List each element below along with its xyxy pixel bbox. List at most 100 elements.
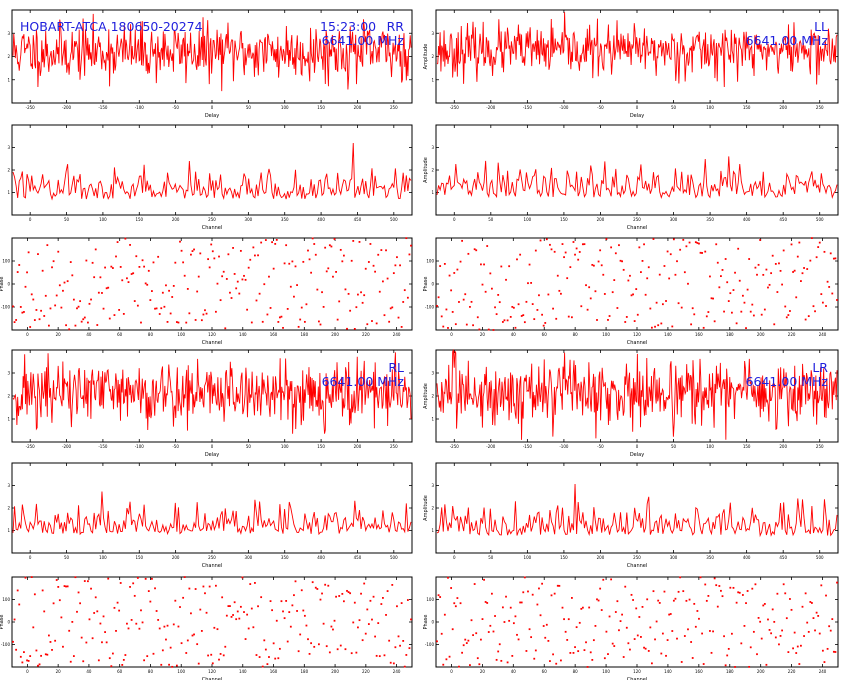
scatter-point — [624, 585, 627, 588]
scatter-point — [476, 657, 479, 660]
scatter-point — [408, 253, 411, 256]
scatter-point — [469, 305, 471, 308]
scatter-point — [575, 247, 578, 250]
scatter-point — [296, 610, 298, 612]
scatter-point — [165, 638, 167, 641]
x-tick-label: 350 — [706, 555, 714, 560]
scatter-point — [311, 237, 314, 240]
x-tick-label: 0 — [450, 669, 453, 674]
scatter-point — [823, 661, 826, 663]
scatter-point — [727, 300, 730, 302]
scatter-point — [550, 248, 553, 251]
scatter-point — [782, 583, 785, 586]
scatter-point — [556, 584, 559, 587]
scatter-point — [454, 605, 457, 608]
scatter-point — [558, 584, 561, 587]
scatter-point — [338, 300, 341, 303]
scatter-point — [759, 620, 762, 623]
scatter-point — [661, 632, 664, 635]
scatter-point — [163, 305, 166, 308]
scatter-point — [608, 615, 611, 618]
x-tick-label: 150 — [317, 444, 325, 449]
scatter-point — [465, 642, 468, 644]
scatter-point — [213, 257, 216, 260]
scatter-point — [119, 582, 122, 584]
scatter-point — [110, 665, 113, 668]
scatter-point — [740, 310, 743, 313]
scatter-point — [160, 307, 163, 310]
x-tick-label: -50 — [597, 105, 604, 110]
x-axis-label: Delay — [630, 113, 644, 119]
scatter-point — [578, 621, 581, 624]
scatter-point — [293, 295, 295, 298]
scatter-point — [391, 584, 394, 586]
scatter-point — [564, 630, 567, 633]
scatter-point — [497, 294, 500, 296]
scatter-point — [244, 278, 247, 281]
scatter-point — [599, 587, 602, 590]
scatter-point — [660, 322, 663, 325]
scatter-point — [793, 631, 796, 634]
scatter-point — [372, 264, 375, 267]
scatter-point — [500, 265, 503, 268]
scatter-point — [480, 263, 482, 266]
scatter-point — [158, 313, 161, 315]
scatter-point — [767, 618, 769, 621]
scatter-point — [654, 638, 656, 641]
scatter-point — [834, 257, 837, 260]
scatter-point — [186, 288, 189, 290]
scatter-point — [321, 592, 323, 595]
scatter-point — [63, 281, 66, 284]
scatter-point — [377, 253, 380, 256]
scatter-point — [509, 316, 512, 318]
scatter-point — [147, 269, 150, 272]
scatter-point — [71, 621, 74, 623]
scatter-point — [538, 294, 540, 297]
scatter-point — [113, 314, 116, 316]
scatter-point — [442, 663, 445, 666]
scatter-point — [105, 287, 108, 290]
panel-LL-phase: 0 20 40 60 80 100 120 140 160 180 200 220 240 -100 0 10… — [423, 237, 839, 346]
scatter-point — [302, 260, 305, 263]
scatter-point — [349, 592, 352, 595]
scatter-point — [346, 327, 348, 330]
scatter-point — [347, 591, 350, 593]
scatter-point — [308, 258, 311, 261]
scatter-point — [768, 629, 771, 631]
scatter-point — [107, 577, 110, 580]
scatter-point — [514, 326, 517, 329]
scatter-point — [458, 301, 460, 303]
scatter-point — [754, 266, 757, 269]
scatter-point — [43, 315, 46, 317]
scatter-point — [302, 609, 305, 612]
scatter-point — [353, 328, 356, 330]
scatter-point — [508, 265, 511, 268]
x-tick-label: 40 — [86, 332, 92, 337]
scatter-point — [127, 281, 130, 284]
x-tick-label: 100 — [524, 217, 532, 222]
scatter-point — [440, 315, 443, 318]
x-tick-label: 500 — [390, 217, 398, 222]
scatter-point — [781, 629, 783, 632]
scatter-point — [314, 586, 317, 589]
scatter-point — [174, 261, 177, 264]
scatter-point — [232, 614, 234, 616]
x-tick-label: 100 — [706, 105, 714, 110]
x-tick-label: 500 — [816, 555, 824, 560]
scatter-point — [691, 657, 694, 659]
scatter-point — [519, 253, 522, 256]
x-tick-label: 100 — [281, 105, 289, 110]
scatter-point — [197, 662, 200, 665]
scatter-point — [699, 251, 702, 254]
y-axis-label: Amplitude — [423, 157, 429, 183]
plot-frame — [435, 462, 839, 554]
scatter-point — [560, 292, 562, 295]
scatter-point — [386, 590, 389, 592]
scatter-point — [188, 587, 191, 590]
scatter-point — [171, 665, 174, 668]
scatter-point — [243, 274, 245, 277]
x-tick-label: -100 — [135, 444, 145, 449]
scatter-point — [278, 647, 281, 650]
scatter-point — [610, 578, 613, 581]
scatter-point — [377, 622, 380, 625]
